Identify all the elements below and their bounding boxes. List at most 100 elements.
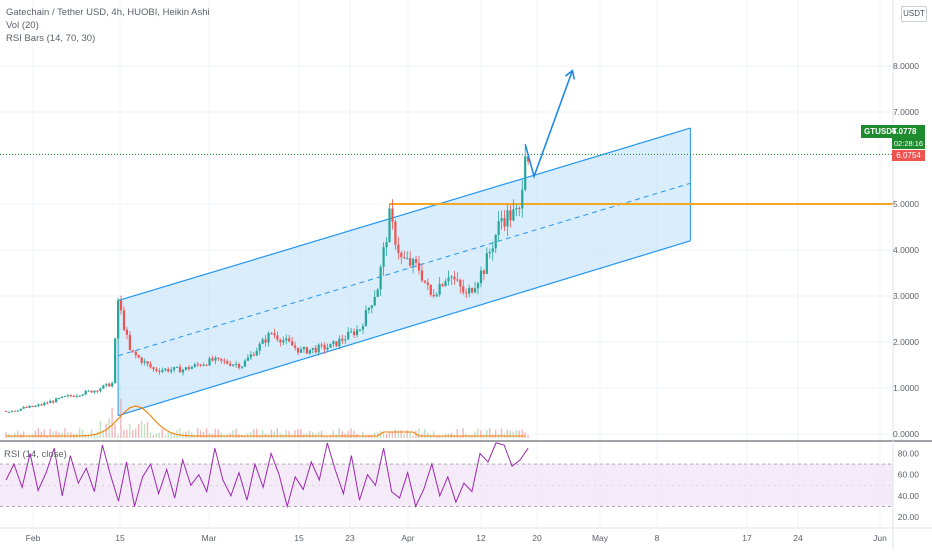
candle-body xyxy=(134,351,137,356)
candle-body xyxy=(4,411,8,412)
candle-body xyxy=(305,347,308,354)
volume-bar xyxy=(58,432,60,438)
candle-body xyxy=(143,361,146,363)
volume-bar xyxy=(441,435,444,438)
candle-body xyxy=(468,288,471,294)
candle-body xyxy=(397,244,400,253)
candle-body xyxy=(128,334,131,350)
volume-bar xyxy=(376,432,379,438)
candle-body xyxy=(270,333,273,335)
volume-bar xyxy=(232,430,234,438)
volume-bar xyxy=(362,431,364,438)
candle-body xyxy=(161,370,164,372)
volume-bar xyxy=(61,432,63,438)
candle-body xyxy=(394,221,397,245)
volume-bar xyxy=(477,428,479,438)
volume-bar xyxy=(521,429,523,438)
candle-body xyxy=(122,310,126,330)
candle-body xyxy=(243,360,247,367)
candle-body xyxy=(276,335,279,340)
volume-bar xyxy=(309,431,311,438)
volume-bar xyxy=(480,430,482,438)
volume-ma-line xyxy=(6,405,526,437)
candle-body xyxy=(13,410,16,412)
volume-bar xyxy=(132,429,134,438)
candle-body xyxy=(235,363,238,365)
volume-bar xyxy=(250,432,252,438)
candle-body xyxy=(96,390,99,392)
volume-bar xyxy=(99,420,101,438)
volume-bar xyxy=(406,430,408,438)
y-axis-tick-label: 8.0000 xyxy=(893,61,919,71)
volume-bar xyxy=(409,432,411,438)
x-axis-tick-label: 15 xyxy=(294,533,304,543)
currency-unit-button[interactable]: USDT xyxy=(901,6,927,22)
volume-bar xyxy=(338,428,340,438)
volume-bar xyxy=(5,432,7,438)
projection-arrow-head xyxy=(564,69,576,80)
candle-body xyxy=(232,364,235,366)
candle-body xyxy=(497,221,500,235)
volume-bar xyxy=(167,432,169,438)
volume-bar xyxy=(34,430,37,438)
candle-body xyxy=(488,251,491,254)
volume-bar xyxy=(158,432,160,438)
volume-bar xyxy=(170,432,172,438)
candle-body xyxy=(196,364,199,366)
y-axis-tick-label: 3.0000 xyxy=(893,291,919,301)
candle-body xyxy=(249,354,252,358)
candle-body xyxy=(426,282,429,285)
candle-body xyxy=(125,329,129,335)
y-axis-tick-label: 7.0000 xyxy=(893,107,919,117)
candle-body xyxy=(444,281,447,287)
x-axis-tick-label: 8 xyxy=(655,533,660,543)
candle-body xyxy=(409,258,412,266)
y-axis-tick-label: 1.0000 xyxy=(893,383,919,393)
channel-mid-line xyxy=(117,182,691,357)
candle-body xyxy=(184,367,188,370)
open-price-tag: 6.0754 xyxy=(892,150,925,161)
channel-lower-line xyxy=(117,240,691,417)
candle-body xyxy=(476,283,480,289)
volume-bar xyxy=(350,428,352,438)
candle-body xyxy=(344,339,347,341)
candle-body xyxy=(246,357,249,361)
candle-body xyxy=(37,404,40,406)
candle-body xyxy=(299,349,303,353)
candle-body xyxy=(459,280,462,287)
volume-bar xyxy=(412,435,414,438)
candle-body xyxy=(527,156,530,162)
y-axis-tick-label: 5.0000 xyxy=(893,199,919,209)
candle-body xyxy=(205,364,208,366)
volume-bar xyxy=(40,431,42,438)
candle-body xyxy=(485,253,488,274)
volume-bar xyxy=(320,430,323,438)
candle-body xyxy=(503,218,506,227)
volume-bar xyxy=(524,432,526,438)
volume-bar xyxy=(403,433,405,438)
candle-body xyxy=(515,207,518,210)
candle-body xyxy=(99,388,102,392)
price-tag-symbol: GTUSDT xyxy=(864,127,897,136)
candle-body xyxy=(370,305,373,308)
volume-bar xyxy=(294,429,296,438)
candle-body xyxy=(226,361,229,364)
last-price-tag: GTUSDT6.0778 xyxy=(861,125,925,138)
volume-bar xyxy=(471,435,473,438)
volume-bar xyxy=(114,424,116,438)
candle-body xyxy=(223,360,226,362)
candle-body xyxy=(178,366,182,373)
candle-body xyxy=(140,357,143,363)
volume-bar xyxy=(273,431,276,438)
volume-bar xyxy=(515,429,517,438)
volume-bar xyxy=(394,429,396,438)
volume-bar xyxy=(244,435,246,438)
volume-bar xyxy=(506,429,509,438)
volume-bar xyxy=(52,431,54,438)
volume-bar xyxy=(22,431,25,438)
candle-body xyxy=(264,339,267,343)
candle-body xyxy=(52,401,55,403)
volume-bar xyxy=(255,428,258,438)
